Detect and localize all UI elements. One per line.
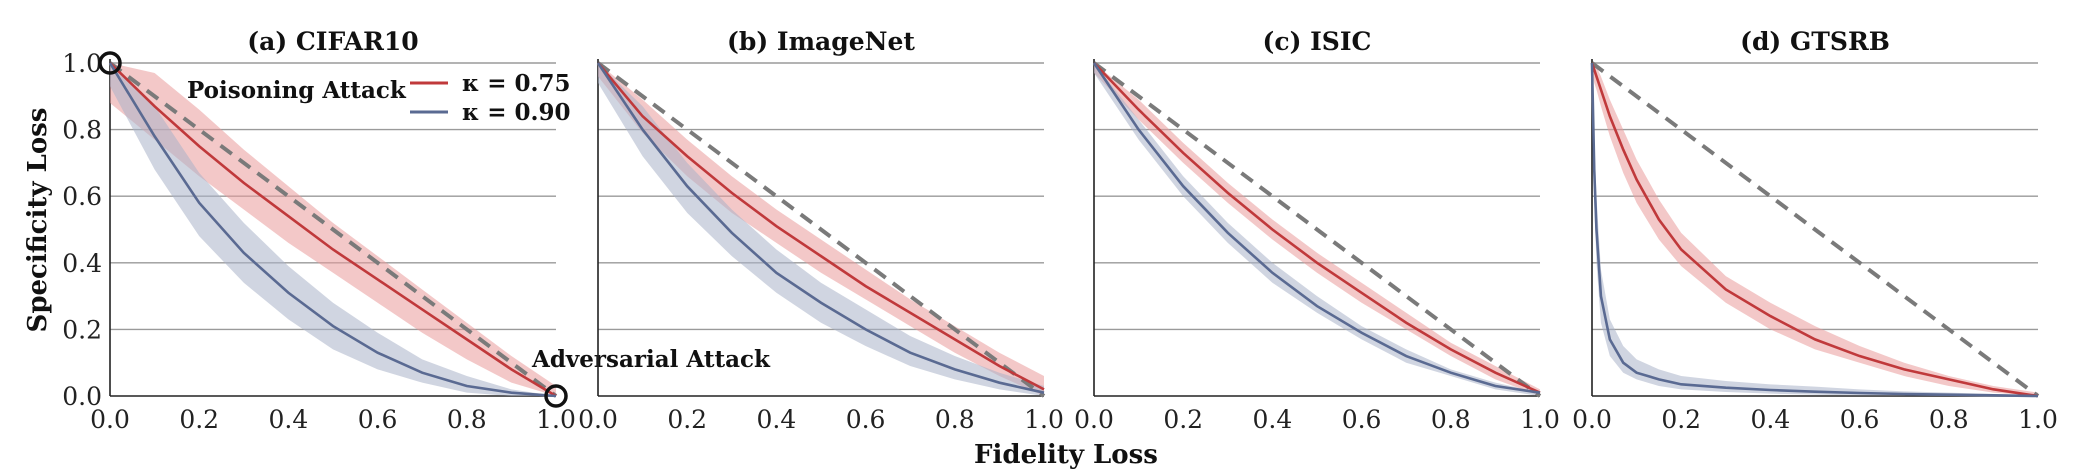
x-tick-label: 0.6	[1342, 405, 1382, 434]
x-tick-label: 0.0	[578, 405, 618, 434]
line-series-1	[109, 62, 557, 398]
line-series-1	[1590, 62, 2039, 398]
poisoning-attack-marker	[98, 51, 122, 75]
poisoning-attack-label: Poisoning Attack	[187, 77, 407, 104]
y-tick-label: 0.6	[62, 182, 102, 211]
x-axis-label: Fidelity Loss	[974, 440, 1158, 470]
panel-title: (b) ImageNet	[727, 27, 915, 56]
panel-3: 0.0 0.2 0.4 0.6 0.8 1.0 (c) ISIC	[1074, 27, 1560, 434]
x-tick-label: 0.8	[935, 405, 975, 434]
panel-1: 0.0 0.2 0.4 0.6 0.8 1.00.00.20.40.60.81.0(a) …	[62, 27, 771, 434]
diagonal-reference-line	[1590, 61, 2040, 398]
x-tick-label: 0.8	[1929, 405, 1969, 434]
x-tick-label: 0.6	[1840, 405, 1880, 434]
panels: 0.0 0.2 0.4 0.6 0.8 1.00.00.20.40.60.81.0(a) …	[62, 27, 2058, 434]
panel-title: (c) ISIC	[1263, 27, 1372, 56]
x-tick-label: 0.0	[90, 405, 130, 434]
band-series-2	[110, 63, 556, 396]
legend-label-1: κ = 0.75	[462, 70, 571, 97]
legend-label-2: κ = 0.90	[462, 99, 571, 126]
y-tick-label: 0.2	[62, 315, 102, 344]
x-tick-label: 0.0	[1572, 405, 1612, 434]
diagonal-reference-line	[596, 61, 1046, 398]
band-series-2	[1592, 63, 2038, 396]
diagonal-reference-line	[108, 61, 558, 398]
panel-title: (d) GTSRB	[1740, 27, 1890, 56]
x-tick-label: 0.2	[1163, 405, 1203, 434]
panel-2: 0.0 0.2 0.4 0.6 0.8 1.0 (b) ImageNet	[578, 27, 1064, 434]
y-tick-label: 0.4	[62, 249, 102, 278]
panel-title: (a) CIFAR10	[247, 27, 418, 56]
adversarial-attack-marker	[544, 384, 568, 408]
x-tick-label: 0.2	[1661, 405, 1701, 434]
line-series-1	[597, 62, 1045, 391]
y-axis-label: Specificity Loss	[23, 108, 53, 333]
x-tick-label: 1.0	[536, 405, 576, 434]
y-tick-label: 0.8	[62, 116, 102, 145]
x-tick-label: 1.0	[1520, 405, 1560, 434]
x-tick-label: 0.2	[179, 405, 219, 434]
x-tick-label: 0.6	[846, 405, 886, 434]
y-tick-label: 0.0	[62, 382, 102, 411]
x-tick-label: 0.8	[1431, 405, 1471, 434]
x-tick-label: 0.4	[1751, 405, 1791, 434]
adversarial-attack-label: Adversarial Attack	[531, 346, 771, 373]
diagonal-reference-line	[1092, 61, 1542, 398]
x-tick-label: 0.4	[757, 405, 797, 434]
x-tick-label: 0.0	[1074, 405, 1114, 434]
x-tick-label: 0.8	[447, 405, 487, 434]
x-tick-label: 0.4	[1253, 405, 1293, 434]
line-series-2	[1092, 62, 1541, 394]
band-series-1	[1592, 63, 2038, 396]
y-tick-label: 1.0	[62, 49, 102, 78]
line-series-2	[596, 62, 1045, 394]
x-tick-label: 0.6	[358, 405, 398, 434]
line-series-1	[1093, 62, 1541, 394]
line-series-2	[1590, 62, 2039, 398]
x-tick-label: 1.0	[2018, 405, 2058, 434]
x-tick-label: 1.0	[1024, 405, 1064, 434]
x-tick-label: 0.4	[269, 405, 309, 434]
line-series-2	[108, 62, 557, 398]
x-tick-label: 0.2	[667, 405, 707, 434]
panel-4: 0.0 0.2 0.4 0.6 0.8 1.0 (d) GTSRB	[1572, 27, 2058, 434]
